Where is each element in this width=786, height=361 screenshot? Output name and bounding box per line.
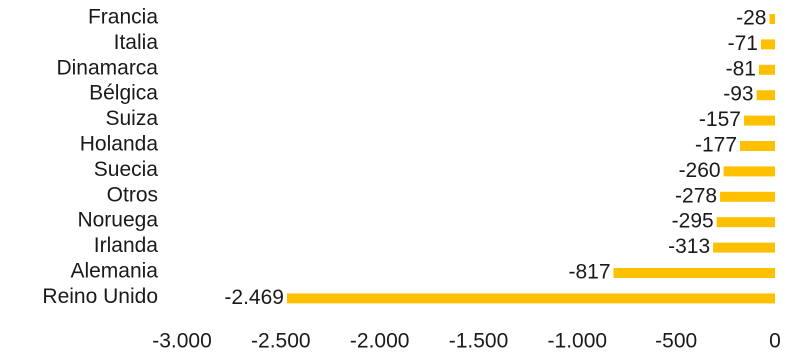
value-labels: -28-71-81 -93-157 -177-260-278 -295-313 -817… xyxy=(224,7,766,309)
category-label-6: Suecia xyxy=(94,158,159,181)
bar-9 xyxy=(713,242,775,253)
bar-0 xyxy=(769,14,775,24)
x-tick-label-3: -1.500 xyxy=(449,330,509,353)
category-label-7: Otros xyxy=(107,183,158,206)
category-label-4: Suiza xyxy=(105,107,158,130)
x-tick-label-6: 0 xyxy=(769,330,781,353)
value-label-1: -71 xyxy=(728,32,758,55)
x-tick-label-2: -2.000 xyxy=(350,330,410,353)
bar-10 xyxy=(613,268,775,278)
bar-5 xyxy=(740,141,775,151)
bar-8 xyxy=(716,217,775,228)
category-label-8: Noruega xyxy=(77,209,158,232)
value-label-2: -81 xyxy=(726,57,756,80)
value-label-4: -157 xyxy=(699,108,741,131)
bar-11 xyxy=(286,293,775,304)
value-label-5: -177 xyxy=(695,134,737,157)
category-label-3: Bélgica xyxy=(89,82,158,105)
value-label-6: -260 xyxy=(679,159,721,182)
value-label-10: -817 xyxy=(568,261,610,284)
bars-layer xyxy=(286,14,775,304)
category-label-2: Dinamarca xyxy=(56,56,158,79)
category-label-0: Francia xyxy=(88,6,158,29)
category-label-9: Irlanda xyxy=(94,234,159,257)
value-label-0: -28 xyxy=(736,7,766,30)
value-label-8: -295 xyxy=(672,210,714,233)
value-label-9: -313 xyxy=(668,235,710,258)
value-label-3: -93 xyxy=(723,83,753,106)
x-tick-label-1: -2.500 xyxy=(251,330,311,353)
x-tick-label-4: -1.000 xyxy=(548,330,608,353)
bar-3 xyxy=(756,90,775,101)
category-label-1: Italia xyxy=(114,31,159,54)
bar-6 xyxy=(723,166,775,177)
x-axis: -3.000 -2.500 -2.000 -1.500 -1.000 -500 0 xyxy=(152,330,781,353)
bar-7 xyxy=(720,191,775,202)
category-label-10: Alemania xyxy=(70,260,158,283)
x-tick-label-5: -500 xyxy=(655,330,697,353)
bar-2 xyxy=(758,64,775,75)
bar-1 xyxy=(760,39,775,50)
x-tick-label-0: -3.000 xyxy=(152,330,212,353)
category-label-11: Reino Unido xyxy=(42,285,158,308)
value-label-11: -2.469 xyxy=(224,286,284,309)
bar-4 xyxy=(743,115,775,126)
category-label-5: Holanda xyxy=(80,133,159,156)
value-label-7: -278 xyxy=(675,184,717,207)
